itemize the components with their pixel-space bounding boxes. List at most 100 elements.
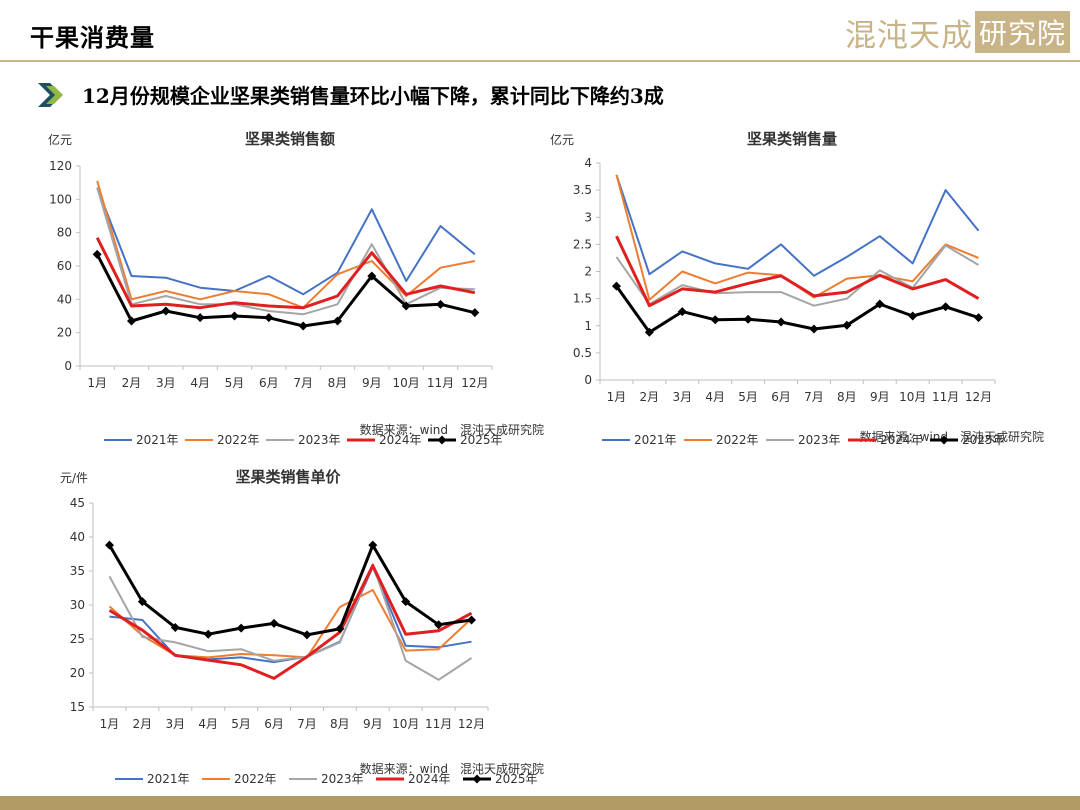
x-tick-label: 4月: [190, 376, 210, 390]
x-tick-label: 3月: [156, 376, 176, 390]
data-point-marker: [875, 299, 885, 309]
legend-label: 2022年: [217, 433, 260, 447]
x-tick-label: 7月: [804, 390, 824, 404]
data-point-marker: [776, 317, 786, 327]
y-unit-label: 亿元: [550, 132, 574, 147]
y-unit-label: 元/件: [60, 471, 88, 485]
data-point-marker: [127, 316, 136, 326]
y-tick-label: 0: [584, 373, 592, 387]
legend-label: 2025年: [495, 772, 538, 786]
x-tick-label: 12月: [965, 390, 992, 404]
data-point-marker: [170, 622, 180, 632]
x-tick-label: 9月: [870, 390, 890, 404]
data-point-marker: [302, 630, 312, 640]
data-point-marker: [470, 308, 480, 318]
series-line-2024年: [108, 564, 473, 680]
subtitle-row: 12月份规模企业坚果类销售量环比小幅下降，累计同比下降约3成: [36, 80, 664, 109]
x-tick-label: 6月: [771, 390, 791, 404]
x-tick-label: 10月: [393, 376, 420, 390]
x-tick-label: 6月: [264, 717, 284, 731]
legend-marker: [437, 435, 447, 445]
data-point-marker: [333, 316, 342, 326]
y-tick-label: 35: [70, 564, 85, 578]
y-unit-label: 亿元: [48, 132, 72, 147]
x-tick-label: 3月: [672, 390, 692, 404]
data-point-marker: [195, 313, 205, 323]
source-note: 数据来源：wind 混沌天成研究院: [860, 429, 1044, 444]
legend-marker: [939, 435, 949, 445]
brand-logo: 混沌天成 研究院: [845, 11, 1071, 54]
data-point-marker: [137, 597, 147, 607]
y-tick-label: 60: [57, 259, 72, 273]
data-point-marker: [467, 615, 477, 625]
y-tick-label: 20: [57, 326, 72, 340]
data-point-marker: [269, 618, 279, 628]
data-point-marker: [436, 299, 445, 309]
series-line-2022年: [96, 180, 475, 309]
x-tick-label: 2月: [133, 717, 153, 731]
chart-title: 坚果类销售额: [245, 130, 335, 148]
data-point-marker: [710, 315, 720, 325]
data-point-marker: [941, 302, 951, 312]
legend-label: 2021年: [147, 772, 190, 786]
data-point-marker: [236, 623, 246, 633]
legend-label: 2023年: [798, 433, 841, 447]
series-line-2023年: [96, 187, 475, 316]
series-line-2025年: [108, 543, 472, 637]
chart-unit-price: 坚果类销售单价 元/件 15 20 25 30 35 40 45 1月 2月 3月 4月 5月 6月 7月 8月…: [60, 468, 544, 786]
x-tick-label: 4月: [705, 390, 725, 404]
subtitle-text: 12月份规模企业坚果类销售量环比小幅下降，累计同比下降约3成: [82, 84, 664, 108]
legend-label: 2023年: [298, 433, 341, 447]
series-line-2021年: [96, 187, 476, 296]
y-tick-label: 3.5: [573, 183, 592, 197]
x-tick-label: 7月: [297, 717, 317, 731]
header-divider: [0, 60, 1080, 62]
y-tick-label: 0: [64, 359, 72, 373]
data-point-marker: [92, 249, 102, 259]
legend-label: 2021年: [136, 433, 179, 447]
data-point-marker: [809, 324, 819, 334]
series-line-2023年: [615, 244, 980, 307]
y-tick-label: 40: [70, 530, 85, 544]
legend-label: 2024年: [408, 772, 451, 786]
x-tick-label: 11月: [425, 717, 452, 731]
data-point-marker: [908, 311, 918, 321]
y-tick-label: 1.5: [573, 292, 592, 306]
data-point-marker: [203, 629, 213, 639]
x-tick-label: 9月: [363, 717, 383, 731]
y-tick-label: 2.5: [573, 237, 592, 251]
data-point-marker: [677, 307, 687, 317]
legend-marker: [472, 774, 482, 784]
data-point-marker: [335, 624, 345, 634]
logo-box-text: 研究院: [975, 11, 1071, 53]
x-tick-label: 1月: [100, 717, 120, 731]
x-tick-label: 10月: [392, 717, 419, 731]
data-point-marker: [974, 313, 984, 323]
y-tick-label: 0.5: [573, 346, 592, 360]
data-point-marker: [230, 311, 239, 321]
chart-title: 坚果类销售单价: [235, 468, 341, 486]
series-line-2021年: [615, 174, 980, 277]
logo-text: 混沌天成: [845, 17, 973, 54]
series-line-2025年: [95, 253, 476, 328]
series-line-2025年: [615, 285, 979, 334]
legend-label: 2021年: [634, 433, 677, 447]
x-tick-label: 5月: [738, 390, 758, 404]
footer-bar: [0, 796, 1080, 810]
x-tick-label: 3月: [165, 717, 185, 731]
legend-label: 2022年: [716, 433, 759, 447]
page-title: 干果消费量: [30, 23, 155, 52]
source-note: 数据来源：wind 混沌天成研究院: [360, 761, 544, 776]
y-tick-label: 25: [70, 632, 85, 646]
legend-label: 2025年: [460, 433, 503, 447]
x-tick-label: 8月: [328, 376, 348, 390]
legend-label: 2023年: [321, 772, 364, 786]
x-tick-label: 5月: [225, 376, 245, 390]
y-tick-label: 100: [49, 192, 72, 206]
legend-label: 2024年: [880, 433, 923, 447]
chart-title: 坚果类销售量: [747, 130, 837, 148]
x-tick-label: 10月: [899, 390, 926, 404]
chart-sales-amount: 坚果类销售额 亿元 0 20 40 60 80 100 120 1月 2月 3月 4月 5月 6月 7月 8月 9…: [48, 130, 544, 447]
data-point-marker: [161, 306, 171, 316]
legend-label: 2024年: [379, 433, 422, 447]
